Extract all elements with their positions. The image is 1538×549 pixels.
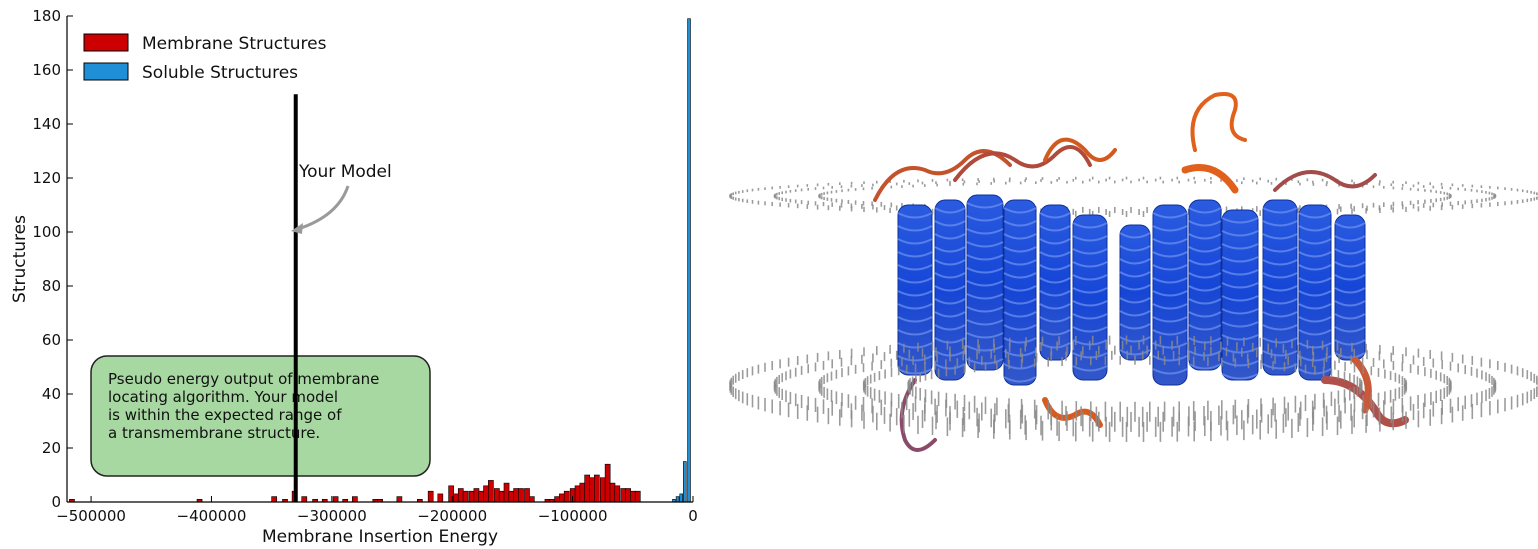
membrane-bar-36	[554, 496, 560, 503]
x-tick-label-3: −200000	[417, 507, 487, 525]
x-tick-label-0: −500000	[56, 507, 126, 525]
soluble-bar-4	[687, 18, 691, 503]
y-axis-label: Structures	[10, 215, 30, 303]
membrane-bar-37	[559, 493, 565, 503]
legend: Membrane Structures Soluble Structures	[83, 33, 327, 83]
membrane-bar-24	[483, 485, 489, 503]
y-tick-label-0: 0	[51, 493, 61, 511]
annotation-box: Pseudo energy output of membrane locatin…	[90, 355, 431, 477]
membrane-bar-29	[508, 490, 515, 503]
membrane-bar-32	[524, 488, 530, 503]
membrane-bar-21	[468, 490, 475, 503]
soluble-bar-1	[675, 496, 680, 503]
legend-swatch-membrane	[83, 33, 129, 52]
membrane-bar-42	[584, 474, 591, 503]
membrane-bar-33	[528, 496, 535, 503]
helix-5	[1072, 214, 1108, 381]
your-model-label: Your Model	[298, 162, 392, 182]
membrane-bar-46	[604, 463, 611, 503]
membrane-bar-45	[599, 477, 606, 503]
membrane-bar-41	[579, 482, 586, 503]
histogram-chart: Pseudo energy output of membrane locatin…	[10, 7, 698, 547]
soluble-bar-3	[683, 461, 687, 503]
membrane-bar-31	[518, 488, 524, 503]
membrane-bar-50	[625, 488, 631, 503]
y-tick-label-4: 80	[42, 277, 61, 295]
legend-swatch-soluble	[83, 62, 129, 81]
membrane-bar-22	[473, 488, 480, 503]
membrane-bar-28	[503, 482, 510, 503]
helix-11	[1298, 204, 1332, 381]
membrane-bar-27	[498, 490, 505, 503]
membrane-bar-16	[437, 493, 444, 503]
x-tick-label-5: 0	[688, 507, 698, 525]
membrane-bar-51	[630, 490, 636, 503]
legend-label-membrane: Membrane Structures	[142, 34, 327, 54]
helix-10	[1262, 199, 1298, 376]
membrane-bar-43	[589, 477, 595, 503]
axes	[66, 16, 693, 503]
membrane-bar-40	[574, 485, 581, 503]
helix-3	[1003, 199, 1037, 386]
protein-loops	[873, 92, 1409, 452]
membrane-bar-17	[448, 485, 454, 503]
membrane-bar-8	[332, 496, 339, 503]
protein-helices	[897, 194, 1366, 386]
membrane-bar-10	[352, 496, 358, 503]
annotation-line-3: is within the expected range of	[108, 406, 342, 424]
helix-12	[1334, 214, 1366, 361]
x-ticks: −500000 −400000 −300000 −200000 −100000 0	[56, 496, 698, 525]
legend-label-soluble: Soluble Structures	[142, 63, 298, 83]
membrane-bar-18	[453, 493, 459, 503]
membrane-bar-47	[609, 482, 616, 503]
annotation-line-4: a transmembrane structure.	[108, 424, 320, 442]
x-tick-label-1: −400000	[177, 507, 247, 525]
y-tick-label-8: 160	[32, 61, 61, 79]
y-tick-label-2: 40	[42, 385, 61, 403]
membrane-bar-20	[462, 490, 469, 503]
lower-membrane-disc	[729, 335, 1538, 442]
membrane-bar-15	[427, 490, 434, 503]
annotation-box-background	[90, 355, 431, 477]
membrane-bar-44	[593, 474, 600, 503]
membrane-bar-23	[478, 490, 485, 503]
y-ticks: 0 20 40 60 80 100 120 140 160 180	[32, 7, 73, 511]
y-tick-label-5: 100	[32, 223, 61, 241]
y-tick-label-7: 140	[32, 115, 61, 133]
membrane-bar-26	[494, 488, 500, 503]
annotation-line-1: Pseudo energy output of membrane	[108, 370, 379, 388]
membrane-bar-52	[634, 490, 641, 503]
y-tick-label-3: 60	[42, 331, 61, 349]
membrane-bar-25	[488, 480, 494, 503]
x-tick-label-2: −300000	[297, 507, 367, 525]
annotation-line-2: locating algorithm. Your model	[108, 388, 338, 406]
your-model-arrow	[297, 185, 350, 231]
soluble-bar-2	[679, 493, 683, 503]
y-tick-label-1: 20	[42, 439, 61, 457]
membrane-bar-5	[301, 496, 308, 503]
protein-membrane-image	[729, 92, 1538, 452]
x-axis-label: Membrane Insertion Energy	[262, 527, 498, 547]
membrane-bar-49	[620, 488, 627, 503]
your-model-marker: Your Model	[291, 94, 392, 502]
membrane-bar-30	[513, 488, 519, 503]
x-tick-label-4: −100000	[538, 507, 608, 525]
y-tick-label-6: 120	[32, 169, 61, 187]
your-model-arrowhead	[291, 223, 303, 234]
membrane-bar-48	[614, 485, 621, 503]
upper-membrane-disc	[729, 176, 1538, 217]
y-tick-label-9: 180	[32, 7, 61, 25]
membrane-bar-38	[563, 490, 570, 503]
membrane-bar-19	[457, 488, 464, 503]
membrane-bar-2	[271, 496, 278, 503]
membrane-bar-13	[396, 496, 403, 503]
